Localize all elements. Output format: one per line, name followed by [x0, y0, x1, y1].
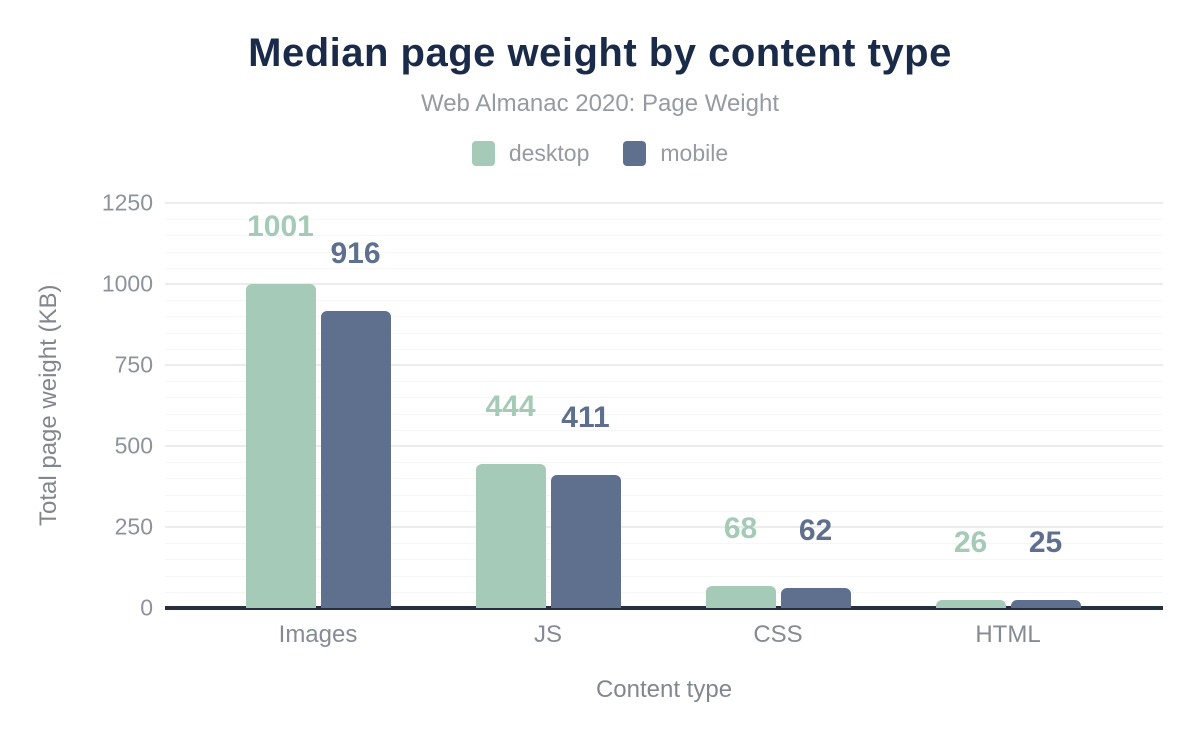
gridline-minor	[165, 267, 1163, 269]
bar-value-mobile-images: 916	[330, 237, 381, 271]
gridline-minor	[165, 235, 1163, 237]
gridline-major	[165, 283, 1163, 285]
gridline-minor	[165, 397, 1163, 399]
gridline-major	[165, 202, 1163, 204]
bar-value-desktop-css: 68	[723, 511, 758, 545]
gridline-minor	[165, 413, 1163, 415]
x-axis-title: Content type	[595, 676, 733, 703]
gridline-minor	[165, 316, 1163, 318]
gridline-major	[165, 445, 1163, 447]
gridline-minor	[165, 300, 1163, 302]
bar-mobile-images[interactable]	[320, 311, 391, 608]
gridline-minor	[165, 348, 1163, 350]
gridline-minor	[165, 429, 1163, 431]
gridline-minor	[165, 332, 1163, 334]
x-axis-line	[165, 606, 1163, 610]
gridline-minor	[165, 591, 1163, 593]
gridline-minor	[165, 478, 1163, 480]
x-tick-label-html: HTML	[975, 621, 1041, 648]
gridline-minor	[165, 575, 1163, 577]
legend-swatch-mobile	[623, 141, 647, 166]
gridline-minor	[165, 462, 1163, 464]
bar-value-desktop-js: 444	[485, 390, 536, 424]
x-tick-label-js: JS	[533, 621, 563, 648]
bar-mobile-html[interactable]	[1010, 599, 1081, 608]
y-tick-label: 500	[114, 432, 153, 459]
legend-label: desktop	[508, 140, 590, 166]
bar-desktop-css[interactable]	[705, 585, 776, 608]
gridline-minor	[165, 251, 1163, 253]
chart-subtitle: Web Almanac 2020: Page Weight	[420, 90, 779, 117]
chart-title: Median page weight by content type	[248, 31, 952, 75]
y-tick-label: 1000	[101, 270, 153, 297]
bar-desktop-images[interactable]	[245, 283, 316, 608]
y-tick-label: 750	[114, 351, 153, 378]
legend-item-desktop[interactable]: desktop	[471, 140, 590, 167]
legend-item-mobile[interactable]: mobile	[623, 140, 728, 167]
y-tick-label: 1250	[101, 189, 153, 216]
gridline-major	[165, 526, 1163, 528]
x-tick-label-images: Images	[278, 621, 358, 648]
gridline-minor	[165, 559, 1163, 561]
gridline-minor	[165, 494, 1163, 496]
bar-value-desktop-images: 1001	[247, 209, 314, 243]
bar-desktop-html[interactable]	[935, 599, 1006, 608]
legend: desktop mobile	[0, 140, 1200, 167]
y-tick-label: 250	[114, 513, 153, 540]
y-tick-label: 0	[140, 594, 153, 621]
bar-value-mobile-js: 411	[561, 400, 610, 434]
plot-area: Content type 0 250 500 750 1000 1250 Images 100…	[102, 190, 1163, 703]
bar-value-mobile-css: 62	[798, 513, 833, 547]
legend-label: mobile	[660, 140, 729, 166]
legend-swatch-desktop	[471, 141, 495, 166]
bar-value-desktop-html: 26	[953, 525, 988, 559]
x-tick-label-css: CSS	[753, 621, 803, 648]
gridline-minor	[165, 381, 1163, 383]
gridline-minor	[165, 510, 1163, 512]
bar-desktop-js[interactable]	[475, 464, 546, 608]
bar-mobile-css[interactable]	[780, 587, 851, 608]
gridline-major	[165, 364, 1163, 366]
bar-mobile-js[interactable]	[550, 474, 621, 608]
bar-value-mobile-html: 25	[1028, 525, 1063, 559]
gridline-minor	[165, 219, 1163, 221]
y-axis-title: Total page weight (KB)	[35, 284, 62, 527]
gridline-minor	[165, 543, 1163, 545]
